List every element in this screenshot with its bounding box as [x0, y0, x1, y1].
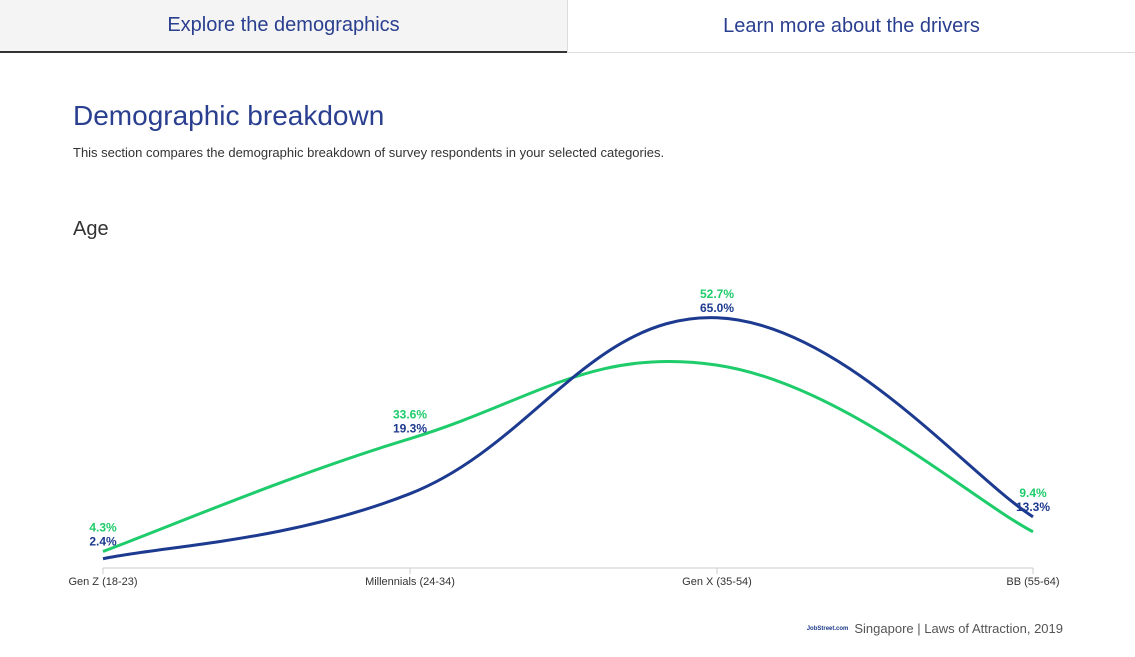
footer-text: Singapore | Laws of Attraction, 2019 [854, 621, 1063, 636]
data-label: 65.0% [700, 301, 734, 315]
series-line-0 [102, 359, 1034, 553]
page-description: This section compares the demographic br… [73, 145, 665, 160]
data-label: 9.4% [1019, 486, 1047, 500]
footer: JobStreet.com Singapore | Laws of Attrac… [807, 621, 1063, 636]
tab-bar: Explore the demographics Learn more abou… [0, 0, 1135, 53]
data-label: 52.7% [700, 287, 734, 301]
data-label: 13.3% [1016, 500, 1050, 514]
page-title: Demographic breakdown [73, 100, 385, 131]
data-label: 33.6% [393, 408, 427, 422]
jobstreet-logo: JobStreet.com [806, 625, 849, 632]
x-tick-label: Gen Z (18-23) [68, 576, 137, 588]
data-label: 4.3% [89, 520, 117, 534]
x-tick-label: Gen X (35-54) [682, 576, 752, 588]
x-tick-label: Millennials (24-34) [365, 576, 455, 588]
tab-learn-drivers[interactable]: Learn more about the drivers [567, 0, 1135, 53]
tab-explore-demographics[interactable]: Explore the demographics [0, 0, 567, 53]
section-title: Age [73, 218, 109, 240]
data-label: 19.3% [393, 422, 427, 436]
age-chart: Gen Z (18-23) Millennials (24-34) Gen X (3… [68, 287, 1059, 588]
x-tick-label: BB (55-64) [1006, 576, 1059, 588]
series-line-1 [102, 316, 1034, 561]
data-label: 2.4% [89, 534, 117, 548]
